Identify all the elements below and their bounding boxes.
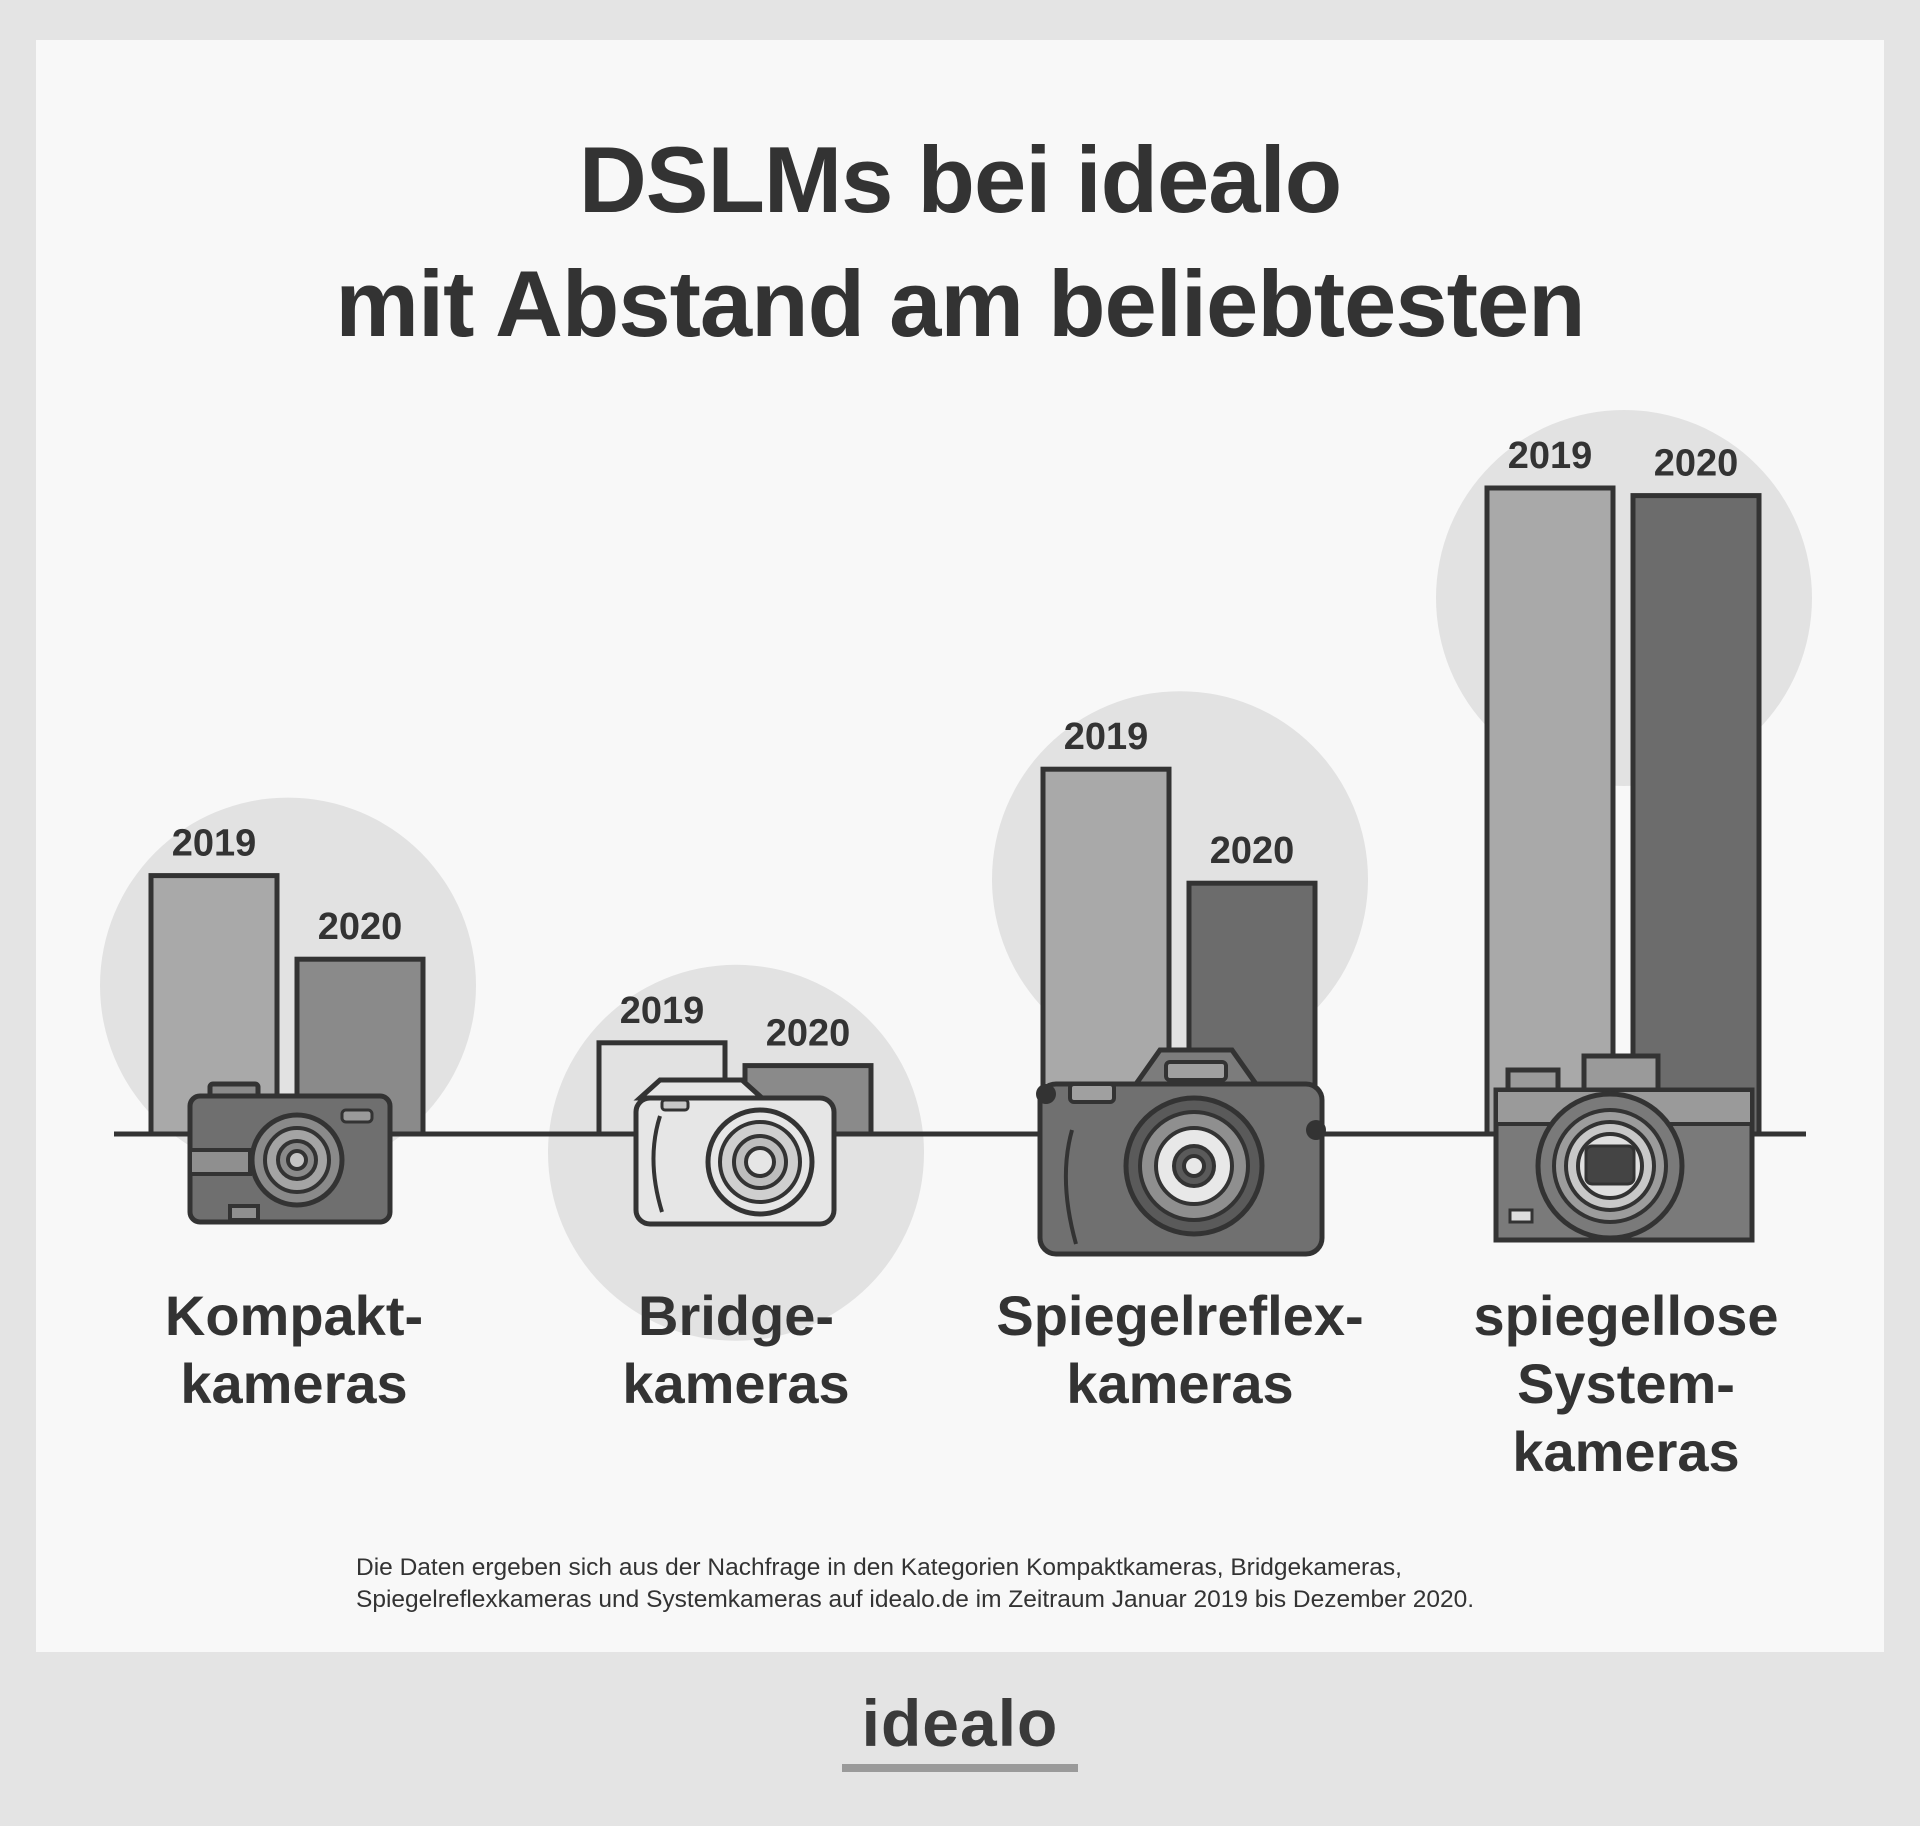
title-line-2: mit Abstand am beliebtesten xyxy=(335,251,1585,356)
logo-text: idealo xyxy=(861,1686,1059,1760)
camera-button xyxy=(660,1098,690,1112)
category-label-line: Kompakt- xyxy=(164,1284,424,1347)
category-label-line: kameras xyxy=(1066,1352,1294,1415)
bridge-camera-icon xyxy=(633,1077,837,1227)
camera-strap-lug xyxy=(1036,1084,1056,1104)
camera-grip xyxy=(188,1148,252,1176)
camera-hump xyxy=(633,1077,769,1101)
idealo-logo: idealo xyxy=(0,1688,1920,1758)
category-label-systemkameras: spiegellose System- kameras xyxy=(1416,1282,1836,1486)
bar-value-label: 2020 xyxy=(766,1013,851,1055)
source-note-line-2: Spiegelreflexkameras und Systemkameras a… xyxy=(356,1586,1475,1613)
bar-value-label: 2020 xyxy=(1210,830,1295,872)
category-label-bridge: Bridge- kameras xyxy=(526,1282,946,1418)
camera-grip-line xyxy=(1063,1129,1078,1245)
camera-viewfinder xyxy=(1581,1053,1661,1095)
category-label-line: kameras xyxy=(622,1352,850,1415)
camera-hotshoe xyxy=(1164,1060,1228,1082)
camera-dial xyxy=(1068,1082,1116,1104)
bar-value-label: 2019 xyxy=(1064,716,1149,758)
camera-grip-line xyxy=(651,1115,664,1213)
bar-value-label: 2019 xyxy=(620,990,705,1032)
category-label-line: Bridge- xyxy=(638,1284,834,1347)
bar-2020 xyxy=(1630,493,1762,1137)
category-label-line: kameras xyxy=(180,1352,408,1415)
source-note: Die Daten ergeben sich aus der Nachfrage… xyxy=(356,1552,1656,1616)
compact-camera-icon xyxy=(187,1081,393,1225)
bar-2019 xyxy=(1484,485,1616,1137)
bar-value-label: 2020 xyxy=(1654,443,1739,485)
category-label-line: Spiegelreflex- xyxy=(996,1284,1364,1347)
camera-sensor xyxy=(1584,1144,1636,1186)
title-line-1: DSLMs bei idealo xyxy=(578,127,1342,232)
category-label-line: System- xyxy=(1517,1352,1735,1415)
page-title: DSLMs bei idealo mit Abstand am beliebte… xyxy=(0,118,1920,366)
bars xyxy=(148,485,1762,1137)
mirrorless-camera-icon xyxy=(1493,1053,1755,1243)
bar-value-label: 2019 xyxy=(172,823,257,865)
camera-flash xyxy=(340,1108,374,1124)
bar-labels: 2019 2019 2019 2019 2020 2020 2020 2020 xyxy=(172,435,1739,1055)
category-label-line: spiegellose xyxy=(1473,1284,1779,1347)
category-label-spiegelreflex: Spiegelreflex- kameras xyxy=(970,1282,1390,1418)
lens-ring xyxy=(1182,1154,1206,1178)
lens-ring xyxy=(744,1146,776,1178)
camera-icons xyxy=(187,1047,1755,1257)
bar-value-label: 2019 xyxy=(1508,435,1593,477)
camera-button xyxy=(1508,1208,1534,1224)
category-label-line: kameras xyxy=(1512,1420,1740,1483)
logo-underline xyxy=(842,1764,1078,1772)
source-note-line-1: Die Daten ergeben sich aus der Nachfrage… xyxy=(356,1554,1402,1581)
camera-strap xyxy=(228,1204,260,1222)
lens-ring xyxy=(286,1149,308,1171)
category-label-kompakt: Kompakt- kameras xyxy=(84,1282,504,1418)
camera-strap-lug xyxy=(1306,1120,1326,1140)
bar-value-label: 2020 xyxy=(318,906,403,948)
dslr-camera-icon xyxy=(1036,1047,1326,1257)
